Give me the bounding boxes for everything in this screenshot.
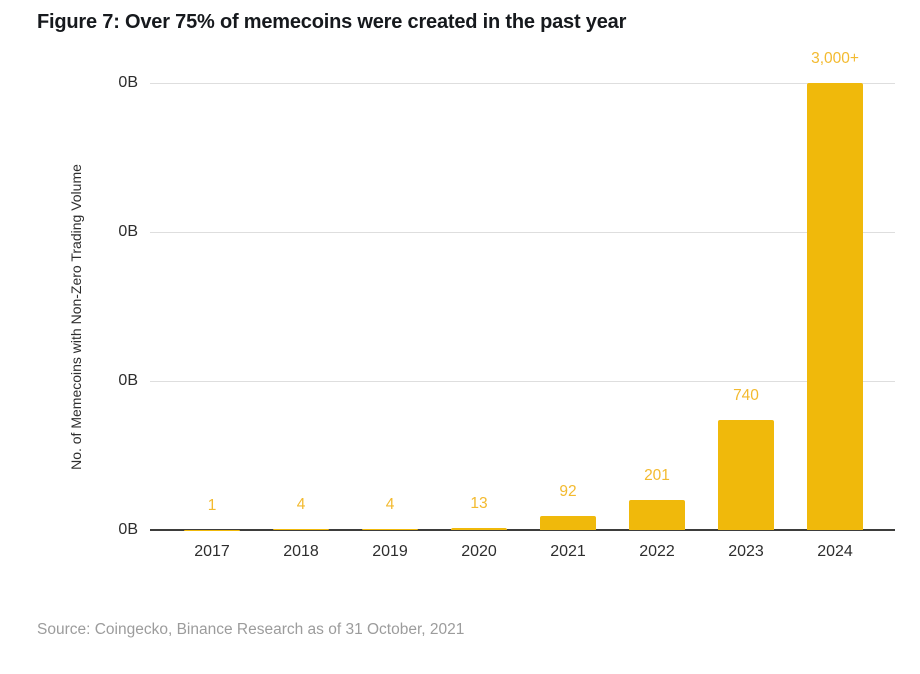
gridline <box>150 231 895 233</box>
bar-2023 <box>718 419 774 530</box>
bar-value-label: 13 <box>470 495 488 513</box>
x-axis-line <box>150 529 895 531</box>
bar-value-label: 201 <box>644 467 670 485</box>
y-tick-label: 0B <box>118 372 138 389</box>
bar-2021 <box>540 516 596 530</box>
gridline <box>150 380 895 382</box>
x-tick-label: 2022 <box>639 543 675 560</box>
x-tick-label: 2021 <box>550 543 586 560</box>
y-tick-label: 0B <box>118 74 138 91</box>
x-tick-label: 2020 <box>461 543 497 560</box>
bar-2022 <box>629 500 685 530</box>
bar-2018 <box>273 529 329 530</box>
bar-value-label: 4 <box>385 496 395 514</box>
source-note: Source: Coingecko, Binance Research as o… <box>37 621 465 638</box>
gridline <box>150 82 895 84</box>
figure-title: Figure 7: Over 75% of memecoins were cre… <box>37 11 627 33</box>
bar-value-label: 3,000+ <box>811 50 859 67</box>
bar-value-label: 4 <box>296 496 306 514</box>
bar-2020 <box>451 528 507 530</box>
x-tick-label: 2023 <box>728 543 764 560</box>
bar-2019 <box>362 529 418 530</box>
y-tick-label: 0B <box>118 521 138 538</box>
y-tick-label: 0B <box>118 223 138 240</box>
y-axis-title: No. of Memecoins with Non-Zero Trading V… <box>68 164 84 470</box>
x-tick-label: 2019 <box>372 543 408 560</box>
plot-area: 0B 0B 0B 0B 1 2017 4 2018 4 2019 13 2020 92 2021 201 20… <box>118 51 895 560</box>
bar-value-label: 740 <box>733 386 759 404</box>
x-tick-label: 2018 <box>283 543 319 560</box>
x-tick-label: 2024 <box>817 543 853 560</box>
x-tick-label: 2017 <box>194 543 230 560</box>
bar-2024 <box>807 83 863 530</box>
bar-value-label: 92 <box>559 483 577 501</box>
bar-value-label: 1 <box>207 496 217 514</box>
